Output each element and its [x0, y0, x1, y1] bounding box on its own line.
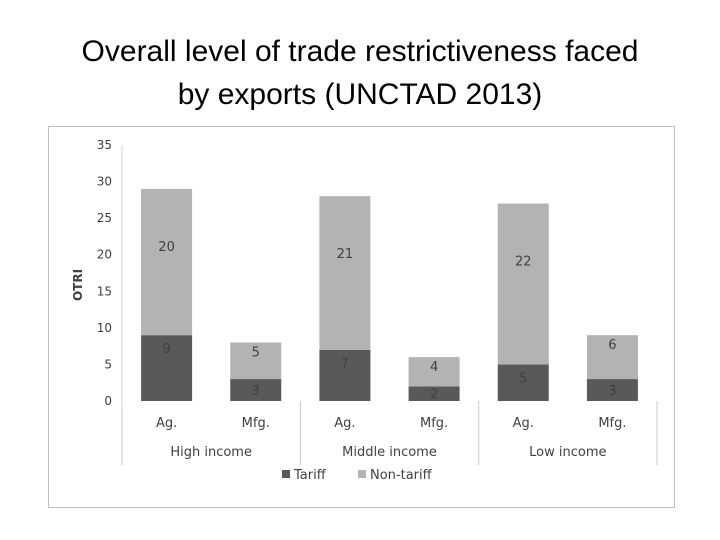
y-tick-label: 0 [104, 394, 112, 408]
category-label: Ag. [334, 416, 355, 431]
legend-label: Tariff [293, 468, 327, 483]
bar-segment [319, 349, 371, 401]
bar-segment [230, 342, 282, 380]
bar-segment [230, 379, 282, 401]
y-tick-label: 10 [97, 321, 112, 335]
data-label: 21 [337, 247, 354, 262]
slide-title: Overall level of trade restrictiveness f… [40, 30, 680, 116]
y-tick-label: 30 [97, 175, 112, 189]
group-label: Middle income [342, 445, 437, 460]
y-tick-label: 5 [104, 357, 112, 371]
data-label: 2 [430, 388, 438, 403]
bar-segment [141, 335, 193, 401]
data-label: 6 [608, 338, 616, 353]
bar-segment [497, 203, 549, 365]
data-label: 9 [162, 342, 170, 357]
y-tick-label: 25 [97, 211, 112, 225]
legend-swatch [358, 470, 366, 478]
category-label: Mfg. [420, 416, 448, 431]
bar-segment [586, 335, 638, 380]
chart-frame: 0 5 10 15 20 25 30 35 OTRI 9 20 3 5 7 21 2 4 5 22 3 6 Ag. Mfg.… [48, 126, 675, 508]
data-label: 4 [430, 360, 438, 375]
bar-segment [408, 357, 460, 387]
data-label: 3 [608, 384, 616, 399]
slide-title-line-1: Overall level of trade restrictiveness f… [81, 35, 639, 68]
data-label: 22 [515, 255, 532, 270]
data-label: 5 [519, 371, 527, 386]
category-label: Ag. [513, 416, 534, 431]
data-label: 7 [341, 357, 349, 372]
legend-swatch [282, 470, 290, 478]
bar-segment [497, 364, 549, 401]
category-label: Mfg. [242, 416, 270, 431]
category-label: Mfg. [598, 416, 626, 431]
bar-segment [319, 196, 371, 350]
bar-segment [408, 386, 460, 401]
slide-title-line-2: by exports (UNCTAD 2013) [177, 78, 543, 111]
bar-segment [141, 188, 193, 336]
category-label: Ag. [156, 416, 177, 431]
legend-label: Non-tariff [370, 468, 433, 483]
bar-segment [586, 379, 638, 401]
group-label: Low income [529, 445, 606, 460]
y-tick-label: 15 [97, 284, 112, 298]
y-tick-label: 20 [97, 248, 112, 262]
data-label: 5 [252, 345, 260, 360]
y-axis-title: OTRI [71, 269, 85, 301]
data-label: 3 [252, 384, 260, 399]
y-tick-label: 35 [97, 138, 112, 152]
data-label: 20 [158, 240, 175, 255]
group-label: High income [170, 445, 252, 460]
